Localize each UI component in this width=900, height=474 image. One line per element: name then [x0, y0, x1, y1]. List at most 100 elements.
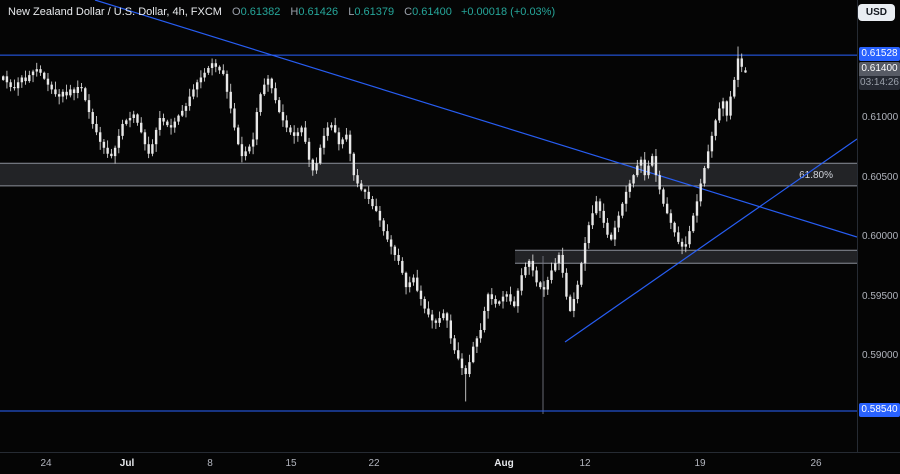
candle-body: [229, 91, 232, 109]
time-month-label: Jul: [119, 458, 135, 469]
fib-zone[interactable]: [0, 163, 857, 186]
last-price-value: 0.61400: [859, 62, 900, 77]
alert-price-label-low: 0.58540: [859, 402, 900, 417]
candle-body: [113, 147, 117, 157]
candle-body: [430, 314, 434, 321]
candle-body: [412, 277, 415, 283]
candle-body: [501, 296, 505, 302]
candle-body: [184, 106, 188, 111]
candle-body: [292, 132, 296, 136]
candle-body: [162, 118, 165, 122]
trendline-descending[interactable]: [94, 0, 857, 238]
candle-body: [606, 222, 609, 235]
candle-body: [181, 110, 184, 116]
candle-body: [13, 87, 16, 89]
time-axis[interactable]: 24 Jul 8 15 22 Aug 12 19 26: [0, 452, 900, 474]
candle-body: [688, 231, 691, 245]
candle-body: [35, 69, 38, 72]
candle-body: [665, 203, 669, 214]
candle-body: [692, 215, 695, 232]
candle-body: [393, 246, 397, 255]
candle-body: [434, 320, 438, 323]
candle-body: [128, 118, 132, 121]
price-tick-label: 0.59000: [862, 350, 899, 362]
candle-body: [449, 320, 452, 339]
candle-body: [595, 201, 598, 214]
candle-body: [643, 159, 646, 176]
candle-body: [389, 239, 393, 247]
low-value: 0.61379: [354, 6, 395, 18]
candle-body: [311, 159, 314, 171]
candle-body: [613, 227, 617, 240]
candle-body: [278, 100, 281, 113]
candle-body: [54, 89, 57, 95]
candle-body: [710, 135, 714, 152]
supply-zone[interactable]: [515, 250, 857, 264]
candle-body: [5, 76, 9, 83]
candle-body: [378, 210, 382, 221]
candle-body: [9, 82, 12, 88]
candle-body: [445, 313, 449, 321]
candle-body: [76, 87, 79, 93]
candle-body: [479, 329, 482, 339]
candle-body: [214, 63, 218, 67]
candle-body: [617, 215, 620, 228]
candle-body: [69, 89, 72, 96]
candle-body: [453, 338, 456, 351]
candle-body: [240, 144, 244, 157]
candle-body: [330, 125, 333, 128]
candle-body: [740, 58, 743, 67]
candle-body: [703, 168, 706, 184]
candle-body: [263, 84, 266, 95]
candle-body: [177, 115, 180, 122]
candle-body: [315, 163, 318, 171]
candle-body: [714, 120, 717, 136]
candle-body: [106, 147, 109, 154]
trendline-ascending[interactable]: [564, 138, 857, 343]
candle-body: [307, 141, 311, 160]
candle-body: [210, 63, 214, 68]
candle-body: [609, 234, 613, 240]
price-axis[interactable]: 0.61000 0.60500 0.60000 0.59500 0.59000 0.615…: [857, 0, 900, 452]
candle-body: [188, 96, 191, 107]
candle-body: [199, 77, 203, 83]
candle-body: [636, 165, 639, 176]
candle-body: [423, 299, 426, 309]
candle-body: [121, 123, 124, 136]
bar-countdown: 03:14:26: [859, 76, 900, 91]
close-label: C: [404, 6, 413, 18]
candle-body: [218, 66, 221, 71]
candle-body: [475, 338, 479, 347]
time-tick-label: 8: [207, 458, 213, 469]
candle-body: [651, 156, 654, 166]
candle-body: [725, 101, 729, 116]
candle-body: [554, 263, 557, 271]
candle-body: [416, 277, 419, 291]
candle-body: [225, 73, 229, 92]
candle-body: [662, 189, 665, 204]
candlestick-chart[interactable]: 61.80%: [0, 0, 857, 452]
candle-body: [628, 183, 632, 192]
candle-body: [442, 313, 445, 319]
open-label: O: [232, 6, 241, 18]
candle-body: [624, 191, 628, 204]
time-tick-label: 12: [579, 458, 591, 469]
candle-body: [319, 147, 322, 164]
time-tick-label: 15: [285, 458, 297, 469]
candle-body: [464, 368, 467, 375]
candle-body: [65, 91, 68, 96]
candle-body: [498, 301, 501, 304]
candle-body: [684, 244, 687, 247]
candle-body: [505, 294, 508, 297]
candle-body: [46, 78, 50, 85]
candle-body: [259, 94, 262, 113]
currency-toggle-button[interactable]: USD: [857, 4, 895, 21]
candle-body: [565, 272, 568, 297]
low-label: L: [348, 6, 355, 18]
candle-body: [486, 294, 490, 311]
candle-body: [598, 201, 602, 211]
candle-body: [333, 125, 337, 133]
symbol-title[interactable]: New Zealand Dollar / U.S. Dollar, 4h, FX…: [8, 6, 222, 18]
candle-body: [326, 127, 329, 136]
